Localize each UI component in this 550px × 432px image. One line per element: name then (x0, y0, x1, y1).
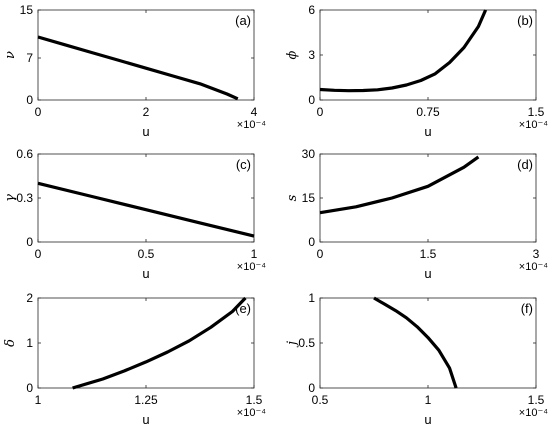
panel-tag: (b) (517, 13, 533, 28)
x-axis-label: u (424, 124, 431, 139)
x-tick-label: 0.5 (312, 393, 329, 407)
x-axis-label: u (424, 266, 431, 281)
y-axis-label: δ (3, 339, 18, 347)
x-tick-label: 1 (425, 393, 432, 407)
panel-a: 0 2 4 0 7 15 u ×10⁻⁴ ν (a) (3, 3, 266, 139)
y-axis-label: γ (3, 194, 18, 202)
y-tick-label: 1 (26, 336, 33, 350)
panel-tag: (f) (521, 301, 533, 316)
y-tick-label: 0 (308, 381, 315, 395)
x-tick-label: 1.5 (246, 393, 263, 407)
x-tick-label: 1.5 (420, 247, 437, 261)
y-tick-label: 30 (302, 147, 316, 161)
y-tick-label: 0 (26, 93, 33, 107)
x-exponent-label: ×10⁻⁴ (237, 407, 266, 419)
x-tick-label: 0 (35, 105, 42, 119)
series-line (72, 296, 247, 390)
y-tick-label: 0.6 (16, 147, 33, 161)
panel-tag: (a) (235, 13, 251, 28)
axes-frame (319, 9, 537, 101)
y-tick-label: 1 (308, 291, 315, 305)
x-tick-label: 1.5 (528, 105, 545, 119)
x-tick-label: 1.25 (134, 393, 158, 407)
x-tick-label: 1 (35, 393, 42, 407)
x-exponent-label: ×10⁻⁴ (237, 119, 266, 131)
panel-tag: (d) (517, 157, 533, 172)
x-exponent-label: ×10⁻⁴ (519, 261, 548, 273)
y-tick-label: 0 (308, 93, 315, 107)
y-tick-label: 15 (302, 191, 316, 205)
series-line (37, 181, 255, 238)
x-tick-label: 1.5 (528, 393, 545, 407)
x-axis-label: u (142, 412, 149, 427)
x-tick-label: 0 (317, 247, 324, 261)
x-tick-label: 0 (317, 105, 324, 119)
panel-c: 0 0.5 1 0 0.3 0.6 u ×10⁻⁴ γ (c) (3, 147, 266, 281)
y-tick-label: 7 (26, 51, 33, 65)
series-line (319, 9, 488, 93)
x-tick-label: 1 (251, 247, 258, 261)
series-line (37, 35, 239, 101)
y-axis-label: ν (3, 51, 18, 59)
panel-tag: (c) (236, 157, 251, 172)
y-tick-label: 2 (26, 291, 33, 305)
y-axis-label: ϕ (285, 50, 300, 59)
panel-b: 0 0.75 1.5 0 3 6 u ×10⁻⁴ ϕ (b) (285, 3, 548, 139)
x-axis-label: u (424, 412, 431, 427)
x-exponent-label: ×10⁻⁴ (519, 407, 548, 419)
x-tick-label: 2 (143, 105, 150, 119)
y-axis-label: j (285, 341, 300, 348)
x-tick-label: 4 (251, 105, 258, 119)
panel-f: 0.5 1 1.500.51u ×10⁻⁴j(f) (285, 291, 548, 427)
y-tick-label: 0 (308, 235, 315, 249)
axes-frame (319, 297, 537, 389)
x-axis-label: u (142, 124, 149, 139)
x-tick-label: 3 (533, 247, 540, 261)
y-tick-label: 6 (308, 3, 315, 17)
y-tick-label: 3 (308, 48, 315, 62)
series-line (319, 155, 480, 215)
axes-frame (37, 297, 255, 389)
y-tick-label: 0 (26, 381, 33, 395)
axes-frame (37, 9, 255, 101)
x-exponent-label: ×10⁻⁴ (519, 119, 548, 131)
y-tick-label: 0.3 (16, 191, 33, 205)
y-axis-label: s (285, 194, 300, 201)
x-exponent-label: ×10⁻⁴ (237, 261, 266, 273)
x-axis-label: u (142, 266, 149, 281)
y-tick-label: 0.5 (298, 336, 315, 350)
x-tick-label: 0.75 (416, 105, 440, 119)
axes-frame (319, 153, 537, 243)
x-tick-label: 0 (35, 247, 42, 261)
x-tick-label: 0.5 (138, 247, 155, 261)
series-line (373, 296, 458, 389)
y-tick-label: 15 (20, 3, 34, 17)
y-tick-label: 0 (26, 235, 33, 249)
